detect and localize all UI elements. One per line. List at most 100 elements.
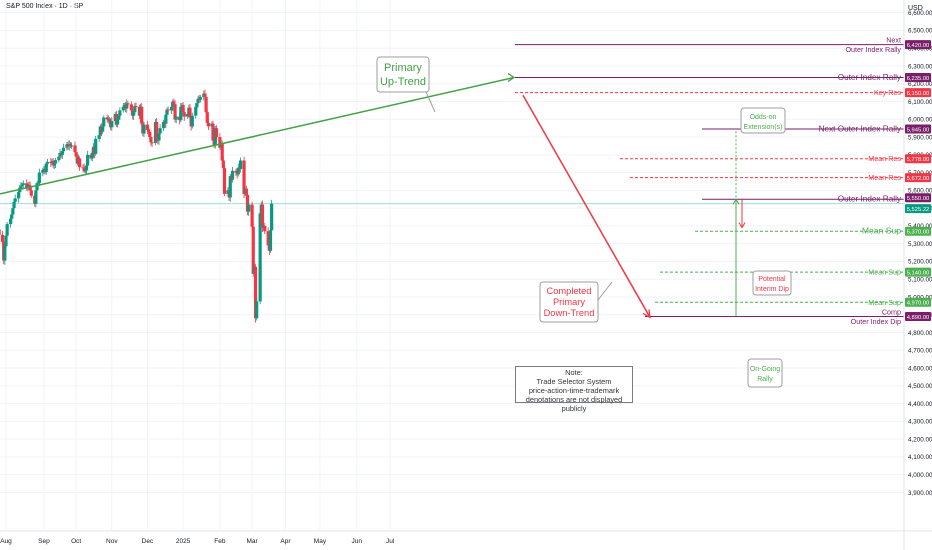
candle-body — [221, 160, 225, 169]
x-tick-label: 2025 — [176, 538, 191, 545]
candle-body — [28, 185, 32, 191]
candle-body — [73, 145, 77, 153]
candle-body — [195, 103, 199, 107]
uptrend-line — [0, 76, 515, 195]
candle-body — [27, 184, 31, 186]
candle-body — [206, 122, 210, 127]
level-label: Outer Index Rally — [838, 73, 902, 82]
candle-body — [204, 97, 208, 113]
uptrend-arrowhead — [507, 72, 516, 83]
x-tick-label: Apr — [280, 538, 291, 545]
downtrend-label: Primary — [553, 297, 585, 307]
candle-body — [218, 137, 222, 148]
price-tag — [905, 312, 931, 322]
candle-body — [78, 158, 82, 168]
candle-body — [17, 192, 21, 199]
level-label: Next — [886, 36, 901, 45]
downtrend-label: Completed — [547, 286, 592, 296]
price-tag — [905, 154, 931, 164]
rally-arrowhead — [732, 198, 740, 205]
candle-body — [121, 106, 125, 111]
candle-body — [242, 160, 246, 194]
candle-body — [166, 109, 170, 111]
candle-body — [107, 119, 112, 122]
price-tag-label: 5,945.00 — [907, 127, 930, 133]
candle-body — [147, 129, 151, 132]
callout-box-rally — [747, 358, 783, 388]
candle-body — [129, 104, 133, 111]
y-tick-label: 6,500.00 — [908, 28, 932, 35]
candle-body — [84, 165, 89, 171]
candle-body — [220, 143, 224, 161]
candle-body — [142, 124, 146, 134]
x-tick-label: Feb — [214, 538, 226, 545]
candle-body — [174, 116, 178, 120]
level-label: Mean Sup — [868, 268, 901, 277]
candle-body — [20, 185, 24, 187]
candle-body — [41, 169, 45, 173]
y-tick-label: 6,000.00 — [908, 117, 932, 124]
rally-label: On-Going — [750, 366, 780, 373]
candle-body — [118, 110, 122, 116]
y-tick-label: 4,700.00 — [908, 348, 932, 355]
level-label: Outer Index Rally — [845, 45, 901, 54]
y-tick-label: 6,300.00 — [908, 63, 932, 70]
y-tick-label: 4,500.00 — [908, 383, 932, 390]
price-tag-label: 5,370.00 — [907, 230, 930, 236]
candle-body — [52, 163, 56, 166]
candle-body — [126, 103, 130, 105]
y-tick-label: 5,100.00 — [908, 277, 932, 284]
price-tag — [905, 124, 931, 134]
candle-body — [164, 114, 168, 124]
dip-arrowhead — [738, 222, 746, 229]
level-label: Mean Res — [868, 154, 901, 163]
candle-body — [236, 167, 240, 175]
price-tag — [905, 267, 931, 277]
note-line-2: Trade Selector System — [536, 377, 612, 386]
candle-body — [182, 112, 186, 117]
level-label: Next Outer Index Rally — [819, 125, 902, 134]
candle-body — [190, 115, 194, 127]
candle-body — [4, 235, 8, 247]
candle-body — [270, 203, 274, 231]
candle-body — [58, 153, 62, 157]
level-label: Outer Index Rally — [838, 195, 902, 204]
candle-body — [140, 106, 144, 124]
candle-body — [268, 230, 273, 251]
x-tick-label: Jun — [352, 538, 363, 545]
candle-body — [230, 170, 235, 180]
candle-body — [148, 131, 152, 138]
level-label: Outer Index Dip — [851, 317, 901, 326]
candle-body — [0, 229, 1, 235]
y-tick-label: 4,100.00 — [908, 454, 932, 461]
candle-body — [132, 112, 136, 116]
candle-body — [186, 113, 190, 117]
price-tag — [905, 297, 931, 307]
candle-body — [211, 123, 215, 141]
candle-body — [61, 147, 66, 152]
y-tick-label: 4,300.00 — [908, 419, 932, 426]
candle-body — [145, 124, 150, 130]
y-tick-label: 6,200.00 — [908, 81, 932, 88]
candle-body — [170, 106, 174, 111]
y-tick-label: 4,200.00 — [908, 436, 932, 443]
chart-title: S&P 500 Index · 1D · SP — [6, 3, 84, 10]
x-tick-label: Jul — [386, 538, 395, 545]
candle-body — [69, 145, 74, 147]
candle-body — [158, 128, 162, 134]
odds-label: Extension(s) — [744, 124, 783, 131]
candle-body — [244, 188, 248, 195]
price-tag-label: 5,672.00 — [907, 176, 930, 182]
candle-body — [255, 301, 259, 319]
price-tag-label: 6,235.00 — [907, 76, 930, 82]
x-tick-label: Oct — [71, 538, 81, 545]
candle-body — [29, 190, 33, 196]
y-tick-label: 6,600.00 — [908, 10, 932, 17]
candle-body — [173, 104, 177, 120]
candle-body — [105, 117, 109, 120]
candle-body — [260, 204, 265, 228]
y-tick-label: 4,800.00 — [908, 330, 932, 337]
x-tick-label: Sep — [38, 538, 50, 545]
candle-body — [9, 218, 13, 225]
